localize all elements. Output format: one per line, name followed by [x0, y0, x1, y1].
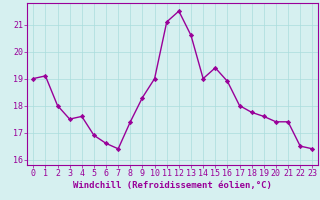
X-axis label: Windchill (Refroidissement éolien,°C): Windchill (Refroidissement éolien,°C)	[73, 181, 272, 190]
